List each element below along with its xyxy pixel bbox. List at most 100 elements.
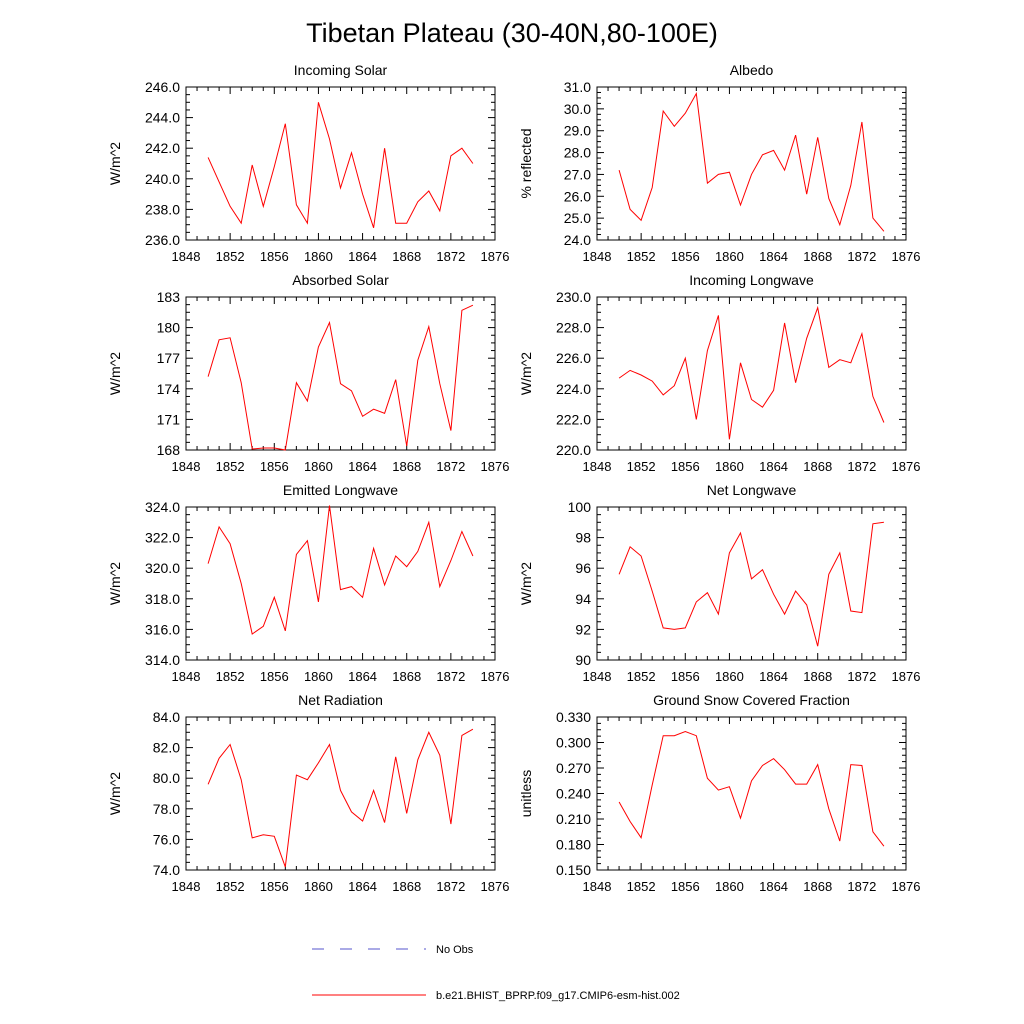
series-line: [618, 92, 885, 232]
x-tick-label: 1876: [892, 249, 921, 264]
x-tick-label: 1868: [392, 249, 421, 264]
legend-no-obs-label: No Obs: [436, 944, 474, 956]
y-axis-label: W/m^2: [107, 562, 123, 605]
x-tick-label: 1852: [216, 249, 245, 264]
x-tick-label: 1864: [759, 249, 788, 264]
y-tick-label: 177: [157, 350, 181, 366]
y-tick-label: 24.0: [564, 232, 591, 248]
x-tick-label: 1852: [216, 669, 245, 684]
x-tick-label: 1856: [671, 669, 700, 684]
x-tick-label: 1868: [803, 879, 832, 894]
x-tick-label: 1852: [216, 879, 245, 894]
plot-frame: [596, 506, 907, 661]
y-axis-label: W/m^2: [107, 352, 123, 395]
y-tick-label: 25.0: [564, 210, 591, 226]
x-tick-label: 1868: [803, 459, 832, 474]
x-tick-label: 1856: [260, 669, 289, 684]
x-tick-label: 1876: [892, 669, 921, 684]
x-tick-label: 1848: [172, 459, 201, 474]
y-tick-label: 238.0: [145, 201, 180, 217]
panel-title: Incoming Longwave: [689, 272, 814, 288]
x-tick-label: 1848: [172, 669, 201, 684]
panel-title: Net Radiation: [298, 692, 383, 708]
y-tick-label: 226.0: [556, 350, 591, 366]
panel-incoming-longwave: Incoming Longwave 1848 1852 1856 1860 1864 186…: [518, 272, 920, 474]
x-tick-label: 1856: [671, 879, 700, 894]
y-axis-label: W/m^2: [107, 772, 123, 815]
x-tick-label: 1872: [847, 459, 876, 474]
y-tick-label: 230.0: [556, 289, 591, 305]
x-tick-label: 1876: [481, 459, 510, 474]
y-tick-label: 0.330: [556, 709, 591, 725]
y-tick-label: 322.0: [145, 530, 180, 546]
y-axis-label: W/m^2: [518, 352, 534, 395]
x-tick-label: 1864: [759, 459, 788, 474]
x-tick-label: 1856: [260, 459, 289, 474]
y-tick-label: 222.0: [556, 411, 591, 427]
plot-frame: [185, 716, 496, 871]
y-tick-label: 0.150: [556, 862, 591, 878]
y-tick-label: 78.0: [153, 801, 180, 817]
x-tick-label: 1848: [583, 879, 612, 894]
legend-model-label: b.e21.BHIST_BPRP.f09_g17.CMIP6-esm-hist.…: [436, 990, 680, 1002]
x-tick-label: 1860: [715, 669, 744, 684]
x-tick-label: 1848: [172, 249, 201, 264]
y-tick-label: 96: [575, 560, 591, 576]
y-tick-label: 94: [575, 591, 591, 607]
y-tick-label: 242.0: [145, 140, 180, 156]
x-tick-label: 1876: [892, 879, 921, 894]
panel-albedo: Albedo 1848 1852 1856 1860 1864 1868 1872 1876 24…: [518, 62, 920, 264]
y-axis-label: unitless: [518, 770, 534, 817]
y-tick-label: 244.0: [145, 110, 180, 126]
x-tick-label: 1876: [892, 459, 921, 474]
x-tick-label: 1856: [260, 879, 289, 894]
x-tick-label: 1864: [759, 879, 788, 894]
panel-incoming-solar: Incoming Solar 1848 1852 1856 1860 1864 1868 18…: [107, 62, 509, 264]
y-tick-label: 183: [157, 289, 181, 305]
series-line: [618, 730, 885, 847]
x-tick-label: 1868: [803, 249, 832, 264]
x-tick-label: 1872: [847, 249, 876, 264]
x-tick-label: 1864: [348, 879, 377, 894]
y-tick-label: 220.0: [556, 442, 591, 458]
y-tick-label: 228.0: [556, 320, 591, 336]
x-tick-label: 1872: [436, 249, 465, 264]
x-tick-label: 1856: [671, 459, 700, 474]
series-line: [207, 304, 474, 451]
plot-frame: [596, 716, 907, 871]
x-tick-label: 1872: [847, 879, 876, 894]
x-tick-label: 1852: [627, 669, 656, 684]
x-tick-label: 1864: [348, 459, 377, 474]
x-tick-label: 1860: [715, 459, 744, 474]
y-tick-label: 84.0: [153, 709, 180, 725]
panel-absorbed-solar: Absorbed Solar 1848 1852 1856 1860 1864 1868 18…: [107, 272, 509, 474]
x-tick-label: 1860: [304, 249, 333, 264]
x-tick-label: 1872: [436, 669, 465, 684]
x-tick-label: 1860: [304, 669, 333, 684]
x-tick-label: 1864: [348, 249, 377, 264]
y-tick-label: 224.0: [556, 381, 591, 397]
y-tick-label: 168: [157, 442, 181, 458]
x-tick-label: 1860: [715, 249, 744, 264]
y-tick-label: 320.0: [145, 560, 180, 576]
y-axis-label: W/m^2: [107, 142, 123, 185]
x-tick-label: 1848: [172, 879, 201, 894]
x-tick-label: 1848: [583, 459, 612, 474]
y-tick-label: 316.0: [145, 621, 180, 637]
x-tick-label: 1872: [436, 879, 465, 894]
y-tick-label: 100: [568, 499, 592, 515]
panel-title: Absorbed Solar: [292, 272, 389, 288]
x-tick-label: 1876: [481, 669, 510, 684]
figure-title: Tibetan Plateau (30-40N,80-100E): [306, 18, 718, 48]
plot-frame: [185, 86, 496, 241]
series-line: [618, 305, 885, 440]
y-tick-label: 0.270: [556, 760, 591, 776]
y-tick-label: 30.0: [564, 101, 591, 117]
x-tick-label: 1864: [759, 669, 788, 684]
y-tick-label: 74.0: [153, 862, 180, 878]
y-tick-label: 27.0: [564, 166, 591, 182]
y-tick-label: 246.0: [145, 79, 180, 95]
x-tick-label: 1856: [260, 249, 289, 264]
y-tick-label: 314.0: [145, 652, 180, 668]
